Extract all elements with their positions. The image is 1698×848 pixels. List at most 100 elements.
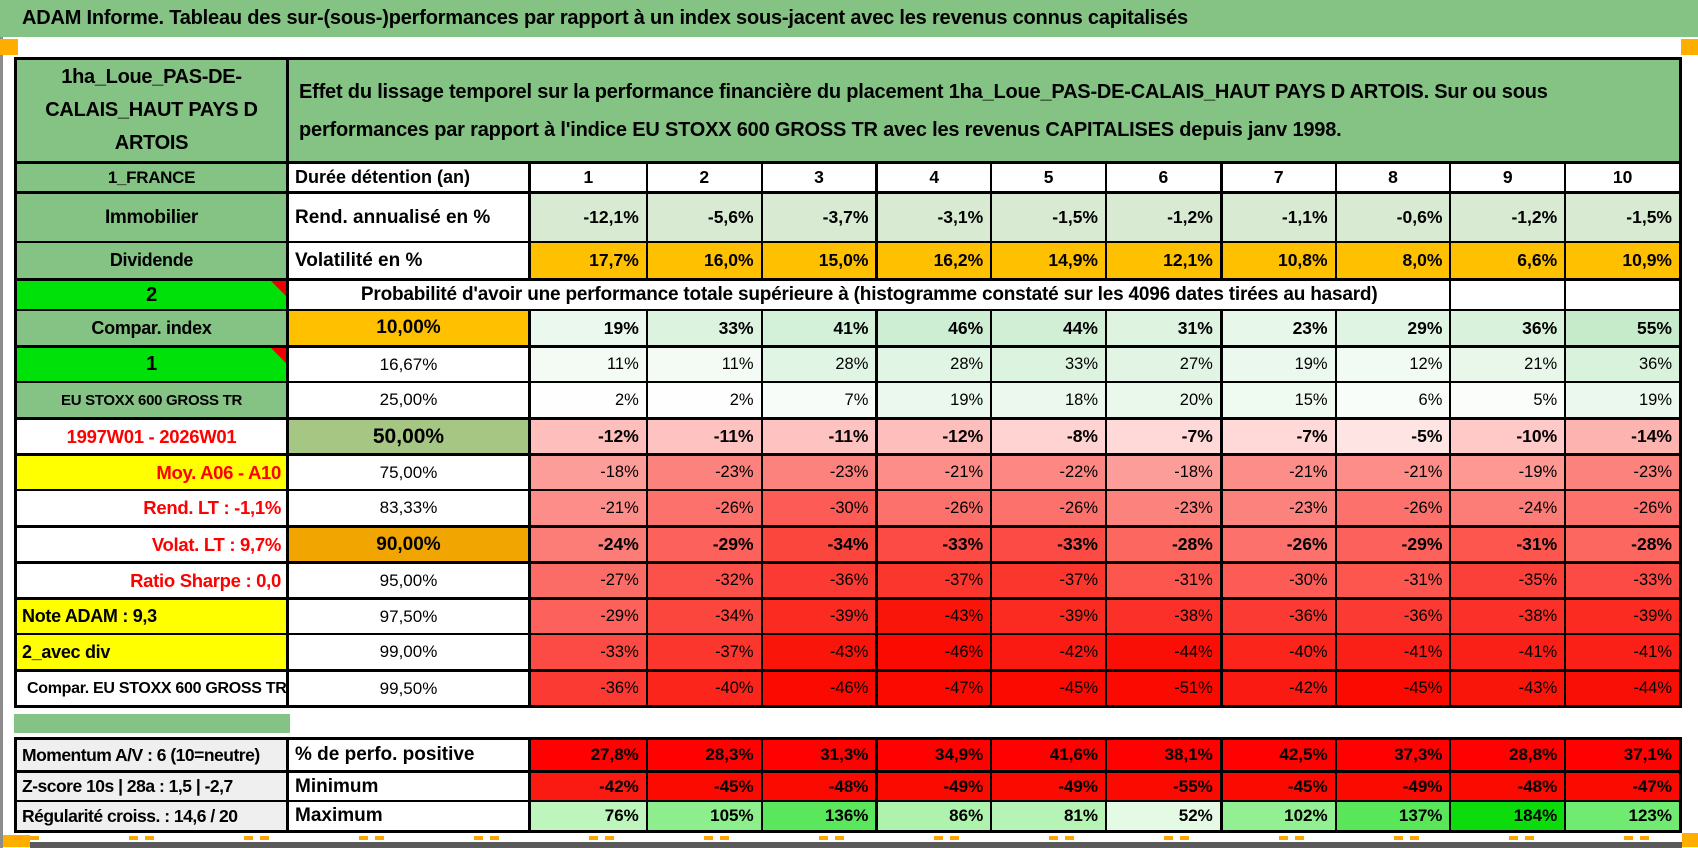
value-cell[interactable]: -34% (760, 528, 876, 561)
percentile-label[interactable]: 75,00% (289, 456, 531, 489)
value-cell[interactable]: 9 (1449, 164, 1564, 191)
value-cell[interactable]: -32% (645, 564, 761, 597)
value-cell[interactable]: -1,2% (1449, 194, 1565, 241)
value-cell[interactable]: 12% (1334, 348, 1450, 381)
value-cell[interactable]: -31% (1449, 528, 1565, 561)
value-cell[interactable]: -24% (531, 528, 646, 561)
value-cell[interactable]: -40% (1219, 635, 1335, 669)
value-cell[interactable]: -3,7% (760, 194, 876, 241)
value-cell[interactable]: 10 (1564, 164, 1679, 191)
value-cell[interactable]: -36% (760, 564, 876, 597)
value-cell[interactable]: -42% (1219, 672, 1335, 705)
percentile-label[interactable]: 83,33% (289, 491, 531, 525)
value-cell[interactable]: -41% (1334, 635, 1450, 669)
value-cell[interactable]: 2 (645, 164, 761, 191)
value-cell[interactable]: 42,5% (1219, 740, 1335, 770)
value-cell[interactable]: -38% (1449, 600, 1565, 633)
volatility-label-cell[interactable]: Volatilité en % (289, 243, 531, 278)
value-cell[interactable]: 27% (1105, 348, 1220, 381)
zscore-cell[interactable]: Z-score 10s | 28a : 1,5 | -2,7 (17, 773, 289, 800)
value-cell[interactable]: 36% (1564, 348, 1679, 381)
value-cell[interactable]: -30% (1219, 564, 1335, 597)
value-cell[interactable]: -26% (1219, 528, 1335, 561)
value-cell[interactable]: -43% (760, 635, 876, 669)
value-cell[interactable]: 16,2% (875, 243, 991, 278)
value-cell[interactable]: 7% (760, 383, 876, 417)
code-1-cell[interactable]: 1 (17, 348, 289, 381)
value-cell[interactable]: -26% (1564, 491, 1679, 525)
asset-name-cell[interactable]: 1ha_Loue_PAS-DE-CALAIS_HAUT PAYS D ARTOI… (17, 60, 289, 161)
value-cell[interactable]: -3,1% (875, 194, 991, 241)
value-cell[interactable]: -0,6% (1334, 194, 1450, 241)
value-cell[interactable]: -49% (1334, 773, 1450, 800)
value-cell[interactable]: -33% (1564, 564, 1679, 597)
value-cell[interactable]: 19% (1219, 348, 1335, 381)
maximum-label[interactable]: Maximum (289, 802, 531, 830)
value-cell[interactable]: -33% (531, 635, 646, 669)
value-cell[interactable]: -8% (990, 420, 1105, 453)
value-cell[interactable]: -5% (1334, 420, 1450, 453)
value-cell[interactable]: -43% (1449, 672, 1565, 705)
value-cell[interactable]: -1,2% (1105, 194, 1220, 241)
percentile-label[interactable]: 25,00% (289, 383, 531, 417)
value-cell[interactable]: -44% (1105, 635, 1220, 669)
value-cell[interactable]: 55% (1564, 311, 1679, 345)
value-cell[interactable]: -21% (1219, 456, 1335, 489)
value-cell[interactable]: -42% (531, 773, 646, 800)
value-cell[interactable]: 8,0% (1334, 243, 1450, 278)
value-cell[interactable]: -49% (875, 773, 991, 800)
value-cell[interactable]: -47% (1564, 773, 1679, 800)
asset-class-cell[interactable]: Immobilier (17, 194, 289, 241)
value-cell[interactable]: -22% (990, 456, 1105, 489)
value-cell[interactable]: -28% (1564, 528, 1679, 561)
value-cell[interactable]: -45% (1334, 672, 1450, 705)
value-cell[interactable]: 31% (1105, 311, 1220, 345)
value-cell[interactable]: -29% (1334, 528, 1450, 561)
value-cell[interactable]: 41,6% (990, 740, 1105, 770)
value-cell[interactable]: -12,1% (531, 194, 646, 241)
value-cell[interactable]: 105% (645, 802, 761, 830)
value-cell[interactable]: -34% (645, 600, 761, 633)
value-cell[interactable]: 15,0% (760, 243, 876, 278)
value-cell[interactable]: -37% (875, 564, 991, 597)
value-cell[interactable]: -42% (990, 635, 1105, 669)
value-cell[interactable]: 19% (875, 383, 991, 417)
value-cell[interactable]: -23% (1564, 456, 1679, 489)
value-cell[interactable]: 1 (583, 167, 594, 187)
percentile-label[interactable]: 90,00% (289, 528, 531, 561)
value-cell[interactable]: -29% (645, 528, 761, 561)
value-cell[interactable]: 15% (1219, 383, 1335, 417)
value-cell[interactable]: -39% (760, 600, 876, 633)
rend-lt-cell[interactable]: Rend. LT : -1,1% (17, 491, 289, 525)
value-cell[interactable]: -55% (1105, 773, 1220, 800)
value-cell[interactable]: -1,5% (1564, 194, 1679, 241)
value-cell[interactable]: -51% (1105, 672, 1220, 705)
value-cell[interactable]: 46% (875, 311, 991, 345)
avec-div-cell[interactable]: 2_avec div (17, 635, 289, 669)
value-cell[interactable]: 18% (990, 383, 1105, 417)
value-cell[interactable]: -26% (875, 491, 991, 525)
value-cell[interactable]: -37% (990, 564, 1105, 597)
value-cell[interactable]: -11% (760, 420, 876, 453)
value-cell[interactable]: -46% (875, 635, 991, 669)
value-cell[interactable]: -33% (990, 528, 1105, 561)
percentile-label[interactable]: 95,00% (289, 564, 531, 597)
regularite-cell[interactable]: Régularité croiss. : 14,6 / 20 (17, 802, 289, 830)
duration-label-cell[interactable]: Durée détention (an) (289, 164, 531, 191)
value-cell[interactable]: 4 (875, 164, 990, 191)
value-cell[interactable]: 123% (1564, 802, 1679, 830)
compar-index-cell[interactable]: Compar. index (17, 311, 289, 345)
value-cell[interactable]: -18% (531, 456, 646, 489)
value-cell[interactable]: 3 (760, 164, 876, 191)
value-cell[interactable]: -26% (990, 491, 1105, 525)
value-cell[interactable]: 27,8% (531, 740, 646, 770)
percentile-label[interactable]: 99,00% (289, 635, 531, 669)
value-cell[interactable]: -47% (875, 672, 991, 705)
empty-cell[interactable] (1564, 281, 1679, 309)
value-cell[interactable]: -45% (1219, 773, 1335, 800)
value-cell[interactable]: 31,3% (760, 740, 876, 770)
value-cell[interactable]: -30% (760, 491, 876, 525)
value-cell[interactable]: -41% (1449, 635, 1565, 669)
country-cell[interactable]: 1_FRANCE (17, 164, 289, 191)
value-cell[interactable]: 6% (1334, 383, 1450, 417)
